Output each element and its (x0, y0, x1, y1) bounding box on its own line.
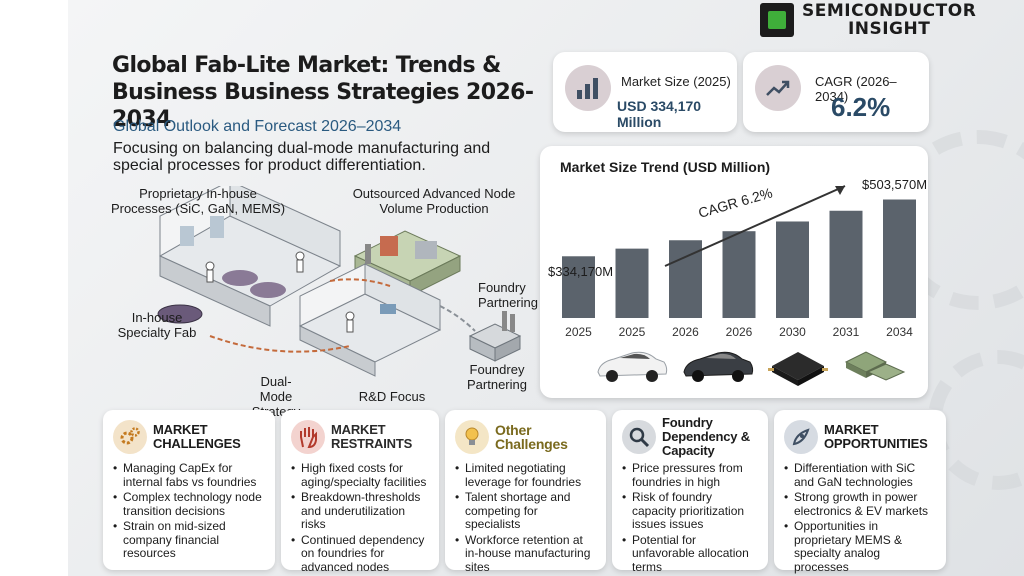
rnd-focus-label: R&D Focus (358, 389, 426, 404)
list-item: Strong growth in power electronics & EV … (784, 490, 936, 518)
trend-arrow (664, 185, 846, 267)
list-item: Talent shortage and competing for specia… (455, 490, 596, 532)
chart-bar (776, 221, 809, 318)
list-item: Workforce retention at in-house manufact… (455, 533, 596, 575)
list-item: Risk of foundry capacity prioritization … (622, 490, 758, 532)
chip-logo-icon (760, 3, 794, 37)
card-list: Managing CapEx for internal fabs vs foun… (113, 461, 265, 561)
brand-line2: INSIGHT (847, 19, 931, 39)
list-item: Limited negotiating leverage for foundri… (455, 461, 596, 489)
inhouse-fab-room (158, 180, 342, 327)
page-description: Focusing on balancing dual-mode manufact… (113, 140, 491, 174)
market-size-label: Market Size (2025) (621, 74, 731, 89)
power-module-chip-icon (768, 352, 828, 386)
page-subtitle: Global Outlook and Forecast 2026–2034 (113, 118, 402, 135)
first-bar-data-label: $334,170M (548, 264, 613, 279)
market-size-chart-card: Market Size Trend (USD Million) 2025 2025… (540, 146, 928, 398)
chart-bar (562, 256, 595, 318)
market-opportunities-card: MARKET OPPORTUNITIES Differentiation wit… (774, 410, 946, 573)
brand-line1: SEMICONDUCTOR (802, 1, 977, 21)
wafer-icon (157, 304, 203, 324)
business-strategy-illustration (150, 180, 540, 410)
market-restraints-card: MARKET RESTRAINTS High fixed costs for a… (281, 410, 439, 573)
rocket-icon (784, 420, 818, 454)
list-item: Complex technology node transition decis… (113, 490, 265, 518)
gears-icon (113, 420, 147, 454)
flow-arrow (439, 305, 476, 332)
last-bar-data-label: $503,570M (862, 177, 927, 192)
x-tick-label: 2031 (833, 325, 860, 339)
card-list: High fixed costs for aging/specialty fac… (291, 461, 429, 575)
x-tick-label: 2030 (779, 325, 806, 339)
bar-chart-icon (565, 65, 611, 111)
list-item: Managing CapEx for internal fabs vs foun… (113, 461, 265, 489)
card-list: Limited negotiating leverage for foundri… (455, 461, 596, 575)
sensor-chip-icon (844, 351, 906, 381)
inhouse-processes-label: Proprietary In-house Processes (SiC, GaN… (110, 186, 286, 216)
outsourced-label: Outsourced Advanced Node Volume Producti… (352, 186, 516, 216)
market-size-chart: Market Size Trend (USD Million) 2025 2025… (548, 159, 927, 386)
dark-ev-car-icon (683, 351, 754, 382)
cagr-annotation: CAGR 6.2% (696, 184, 774, 220)
inhouse-fab-label: In-house Specialty Fab (117, 310, 197, 340)
list-item: Continued dependency on foundries for ad… (291, 533, 429, 575)
page-title: Global Fab-Lite Market: Trends & Busines… (112, 53, 534, 132)
foundry-partner-building (468, 311, 522, 362)
card-title: MARKET OPPORTUNITIES (824, 422, 928, 451)
list-item: Differentiation with SiC and GaN technol… (784, 461, 936, 489)
market-size-value: USD 334,170 Million (617, 98, 702, 130)
cagr-card: CAGR (2026–2034) 6.2% (743, 52, 929, 132)
hand-stop-icon (291, 420, 325, 454)
market-size-card: Market Size (2025) USD 334,170 Million (553, 52, 737, 132)
magnifier-icon (622, 420, 656, 454)
foundry-partnering-label-2: Foundrey Partnering (467, 362, 527, 392)
list-item: Strain on mid-sized company financial re… (113, 519, 265, 561)
chart-bar (615, 248, 649, 318)
chart-bar (722, 231, 756, 318)
x-tick-label: 2026 (726, 325, 753, 339)
x-tick-label: 2026 (672, 325, 699, 339)
market-challenges-card: MARKET CHALLENGES Managing CapEx for int… (103, 410, 275, 570)
chart-title: Market Size Trend (USD Million) (560, 159, 770, 175)
white-ev-car-icon (597, 351, 668, 382)
chart-bar (883, 199, 916, 318)
cagr-label: CAGR (2026–2034) (815, 74, 897, 104)
card-list: Price pressures from foundries in high R… (622, 461, 758, 575)
list-item: Price pressures from foundries in high (622, 461, 758, 489)
fab-isometric-illustration (157, 180, 522, 377)
foundry-dependency-card: Foundry Dependency & Capacity Price pres… (612, 410, 768, 573)
flow-arrow (209, 335, 351, 353)
list-item: Potential for unfavorable allocation ter… (622, 533, 758, 575)
chart-bar (669, 240, 702, 318)
list-item: High fixed costs for aging/specialty fac… (291, 461, 429, 489)
rnd-lab-room (298, 263, 442, 377)
brand-logo: SEMICONDUCTOR INSIGHT (760, 2, 976, 38)
trend-arrow-head (835, 186, 845, 195)
card-title: Other Challenges (495, 422, 568, 452)
x-tick-label: 2034 (886, 325, 913, 339)
trend-up-icon (755, 65, 801, 111)
card-list: Differentiation with SiC and GaN technol… (784, 461, 936, 574)
chart-bar (829, 210, 863, 318)
list-item: Opportunities in proprietary MEMS & spec… (784, 519, 936, 574)
card-title: MARKET CHALLENGES (153, 422, 241, 451)
card-title: MARKET RESTRAINTS (331, 422, 413, 451)
list-item: Breakdown-thresholds and underutilizatio… (291, 490, 429, 532)
cagr-value: 6.2% (831, 92, 891, 122)
other-challenges-card: Other Challenges Limited negotiating lev… (445, 410, 606, 573)
x-tick-label: 2025 (565, 325, 592, 339)
x-tick-label: 2025 (619, 325, 646, 339)
card-title: Foundry Dependency & Capacity (662, 415, 750, 458)
lightbulb-icon (455, 420, 489, 454)
foundry-partnering-label: Foundry Partnering (478, 280, 538, 310)
